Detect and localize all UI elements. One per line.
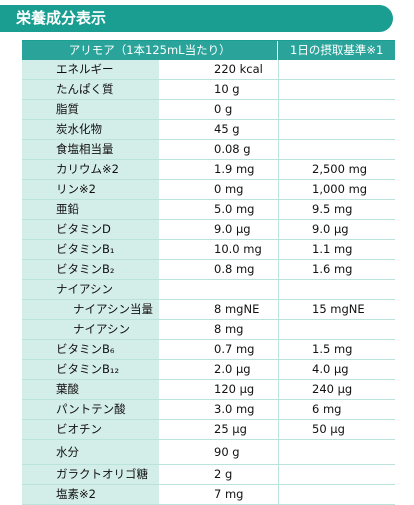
daily-standard: 9.0 μg	[312, 222, 349, 236]
daily-standard: 6 mg	[312, 402, 342, 416]
nutrient-label: ビタミンB₂	[22, 260, 159, 279]
product-column-header: アリモア（1本125mL当たり）	[22, 41, 279, 60]
nutrient-label: 水分	[22, 440, 159, 464]
table-row: 塩素※2 7 mg	[22, 485, 395, 505]
daily-standard: 1.1 mg	[312, 242, 353, 256]
table-row: ナイアシン 8 mg	[22, 320, 395, 340]
table-row: 亜鉛 5.0 mg 9.5 mg	[22, 200, 395, 220]
table-row: エネルギー 220 kcal	[22, 60, 395, 80]
nutrient-value: 3.0 mg	[159, 400, 279, 419]
nutrient-label: エネルギー	[22, 60, 159, 79]
nutrient-value: 9.0 μg	[159, 220, 279, 239]
nutrient-label: カリウム※2	[22, 160, 159, 179]
standard-column-header: 1日の摂取基準※1	[290, 43, 384, 57]
table-row: ビタミンB₁ 10.0 mg 1.1 mg	[22, 240, 395, 260]
nutrient-label: 葉酸	[22, 380, 159, 399]
nutrient-value: 7 mg	[159, 485, 279, 504]
nutrient-label: ビタミンD	[22, 220, 159, 239]
nutrient-label: ビタミンB₁	[22, 240, 159, 259]
daily-standard: 240 μg	[312, 382, 353, 396]
daily-standard	[279, 485, 395, 504]
daily-standard: 4.0 μg	[312, 362, 349, 376]
nutrient-value: 220 kcal	[159, 60, 279, 79]
nutrient-value: 10.0 mg	[159, 240, 279, 259]
table-row: ガラクトオリゴ糖 2 g	[22, 465, 395, 485]
nutrition-table: アリモア（1本125mL当たり） 1日の摂取基準※1 エネルギー 220 kcal…	[22, 40, 395, 505]
nutrient-label: ナイアシン	[22, 280, 159, 299]
nutrient-value: 2.0 μg	[159, 360, 279, 379]
nutrient-value: 25 μg	[159, 420, 279, 439]
nutrient-label: ナイアシン	[22, 320, 159, 339]
nutrient-value: 45 g	[159, 120, 279, 139]
table-row: 脂質 0 g	[22, 100, 395, 120]
nutrient-value	[159, 280, 279, 299]
daily-standard	[279, 120, 395, 139]
nutrient-value: 0.08 g	[159, 140, 279, 159]
nutrient-value: 90 g	[159, 440, 279, 464]
nutrient-value: 1.9 mg	[159, 160, 279, 179]
nutrient-label: 塩素※2	[22, 485, 159, 504]
nutrient-value: 0.8 mg	[159, 260, 279, 279]
table-row: 葉酸 120 μg 240 μg	[22, 380, 395, 400]
daily-standard	[279, 440, 395, 464]
nutrient-value: 10 g	[159, 80, 279, 99]
daily-standard	[279, 80, 395, 99]
nutrient-label: ビオチン	[22, 420, 159, 439]
table-row: 食塩相当量 0.08 g	[22, 140, 395, 160]
table-row: ナイアシン	[22, 280, 395, 300]
daily-standard: 1.5 mg	[312, 342, 353, 356]
daily-standard: 1,000 mg	[312, 182, 368, 196]
daily-standard	[279, 60, 395, 79]
table-row: カリウム※2 1.9 mg 2,500 mg	[22, 160, 395, 180]
nutrient-label: 亜鉛	[22, 200, 159, 219]
table-row: 炭水化物 45 g	[22, 120, 395, 140]
nutrient-value: 0.7 mg	[159, 340, 279, 359]
nutrient-label: ビタミンB₆	[22, 340, 159, 359]
daily-standard: 50 μg	[312, 422, 345, 436]
table-row: たんぱく質 10 g	[22, 80, 395, 100]
nutrient-value: 0 g	[159, 100, 279, 119]
table-body: エネルギー 220 kcal たんぱく質 10 g 脂質 0 g 炭水化物 45 g 食塩相当量…	[22, 60, 395, 505]
nutrient-label: たんぱく質	[22, 80, 159, 99]
section-title: 栄養成分表示	[0, 5, 393, 32]
daily-standard: 15 mgNE	[312, 302, 365, 316]
daily-standard: 1.6 mg	[312, 262, 353, 276]
nutrient-value: 8 mgNE	[159, 300, 279, 319]
daily-standard: 2,500 mg	[312, 162, 368, 176]
nutrient-label: パントテン酸	[22, 400, 159, 419]
nutrient-value: 120 μg	[159, 380, 279, 399]
nutrient-value: 0 mg	[159, 180, 279, 199]
daily-standard	[279, 280, 395, 299]
nutrient-label: 食塩相当量	[22, 140, 159, 159]
table-row: ビタミンD 9.0 μg 9.0 μg	[22, 220, 395, 240]
daily-standard: 9.5 mg	[312, 202, 353, 216]
table-row: ビオチン 25 μg 50 μg	[22, 420, 395, 440]
daily-standard	[279, 100, 395, 119]
table-row: リン※2 0 mg 1,000 mg	[22, 180, 395, 200]
table-row: 水分 90 g	[22, 440, 395, 465]
daily-standard	[279, 140, 395, 159]
daily-standard	[279, 320, 395, 339]
table-row: ナイアシン当量 8 mgNE 15 mgNE	[22, 300, 395, 320]
table-row: ビタミンB₂ 0.8 mg 1.6 mg	[22, 260, 395, 280]
nutrient-value: 5.0 mg	[159, 200, 279, 219]
nutrient-label: ビタミンB₁₂	[22, 360, 159, 379]
nutrient-label: ナイアシン当量	[22, 300, 159, 319]
table-row: パントテン酸 3.0 mg 6 mg	[22, 400, 395, 420]
nutrient-label: 脂質	[22, 100, 159, 119]
table-row: ビタミンB₁₂ 2.0 μg 4.0 μg	[22, 360, 395, 380]
table-row: ビタミンB₆ 0.7 mg 1.5 mg	[22, 340, 395, 360]
nutrient-label: リン※2	[22, 180, 159, 199]
nutrient-label: 炭水化物	[22, 120, 159, 139]
table-header: アリモア（1本125mL当たり） 1日の摂取基準※1	[22, 41, 395, 60]
nutrient-value: 8 mg	[159, 320, 279, 339]
